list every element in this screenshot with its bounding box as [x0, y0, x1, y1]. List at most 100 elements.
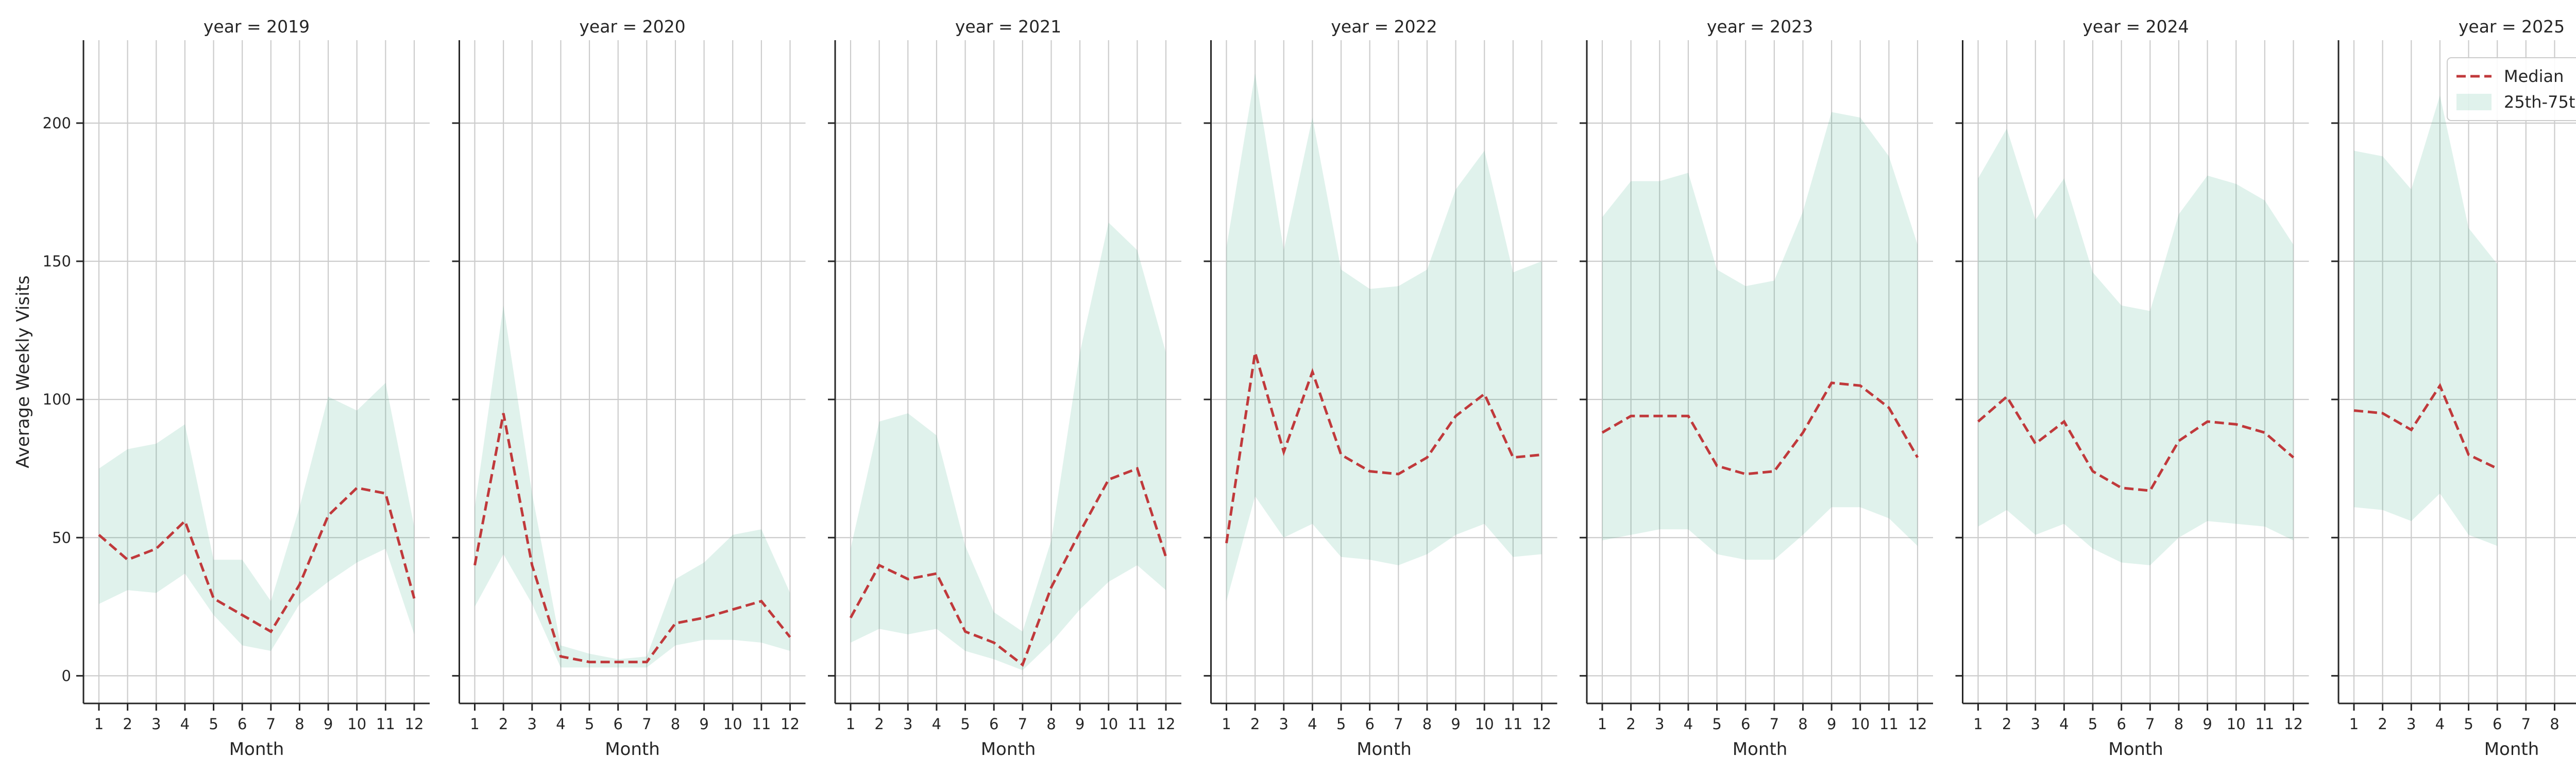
x-tick-label: 3 [1655, 715, 1664, 733]
x-tick-label: 10 [1099, 715, 1118, 733]
y-tick-label: 150 [43, 253, 71, 270]
legend: Median 25th-75th Percentile [2447, 57, 2576, 121]
legend-band-swatch [2456, 94, 2492, 110]
x-tick-label: 2 [874, 715, 884, 733]
x-tick-label: 6 [238, 715, 247, 733]
legend-band-label: 25th-75th Percentile [2504, 92, 2576, 112]
y-tick-label: 0 [62, 667, 71, 684]
x-tick-label: 4 [556, 715, 565, 733]
x-tick-label: 11 [1879, 715, 1899, 733]
x-tick-label: 7 [2145, 715, 2155, 733]
facet-title: year = 2021 [955, 16, 1061, 37]
x-tick-label: 6 [613, 715, 622, 733]
x-tick-label: 3 [2031, 715, 2040, 733]
x-tick-label: 4 [1684, 715, 1693, 733]
y-tick-label: 50 [52, 529, 71, 546]
x-tick-label: 7 [642, 715, 651, 733]
x-tick-label: 7 [2521, 715, 2531, 733]
median-line-2023 [1601, 381, 1919, 476]
percentile-band-2022 [1226, 73, 1542, 601]
x-tick-label: 4 [1308, 715, 1317, 733]
percentile-band-2020 [474, 305, 790, 668]
x-tick-label: 3 [903, 715, 912, 733]
x-tick-label: 6 [1365, 715, 1374, 733]
x-tick-label: 5 [1336, 715, 1346, 733]
x-tick-label: 10 [723, 715, 742, 733]
x-tick-label: 10 [1475, 715, 1494, 733]
percentile-band-2025 [2354, 95, 2498, 546]
x-tick-label: 12 [1157, 715, 1176, 733]
median-line-2021 [849, 466, 1167, 667]
percentile-band-2023 [1602, 112, 1918, 560]
x-tick-label: 3 [151, 715, 161, 733]
x-tick-label: 8 [1046, 715, 1056, 733]
x-tick-label: 1 [2349, 715, 2359, 733]
x-tick-label: 7 [1394, 715, 1403, 733]
x-tick-label: 2 [2378, 715, 2387, 733]
x-tick-label: 7 [1018, 715, 1027, 733]
x-tick-label: 4 [180, 715, 190, 733]
x-tick-label: 10 [2227, 715, 2246, 733]
median-line-2019 [98, 486, 416, 633]
x-tick-label: 11 [376, 715, 395, 733]
x-tick-label: 9 [2202, 715, 2212, 733]
median-line-2020 [473, 413, 791, 664]
y-tick-label: 200 [43, 114, 71, 132]
x-tick-label: 3 [528, 715, 537, 733]
x-tick-label: 12 [405, 715, 424, 733]
x-tick-label: 3 [2406, 715, 2416, 733]
y-tick-label: 100 [43, 391, 71, 408]
x-tick-label: 1 [1973, 715, 1982, 733]
x-tick-label: 6 [2116, 715, 2126, 733]
x-tick-label: 9 [699, 715, 708, 733]
x-tick-label: 10 [1851, 715, 1870, 733]
facet-title: year = 2023 [1707, 16, 1813, 37]
x-tick-label: 8 [2550, 715, 2559, 733]
x-tick-label: 7 [266, 715, 276, 733]
facet-title: year = 2022 [1331, 16, 1437, 37]
median-line-2022 [1225, 352, 1542, 544]
median-line-2025 [2353, 382, 2498, 470]
x-axis-label: Month [1733, 739, 1788, 760]
y-axis-label: Average Weekly Visits [13, 275, 33, 468]
median-line-2024 [1977, 394, 2295, 492]
x-tick-label: 1 [1598, 715, 1607, 733]
x-axis-label: Month [605, 739, 660, 760]
x-tick-label: 12 [1532, 715, 1551, 733]
x-axis-label: Month [2484, 739, 2539, 760]
x-axis-label: Month [229, 739, 284, 760]
x-tick-label: 2 [1626, 715, 1635, 733]
x-tick-label: 5 [585, 715, 594, 733]
x-tick-label: 3 [1279, 715, 1289, 733]
x-tick-label: 11 [752, 715, 771, 733]
percentile-band-2024 [1978, 128, 2294, 565]
x-tick-label: 6 [989, 715, 998, 733]
x-tick-label: 12 [781, 715, 800, 733]
x-axis-label: Month [981, 739, 1036, 760]
x-tick-label: 5 [1712, 715, 1721, 733]
x-tick-label: 4 [2059, 715, 2069, 733]
facet-title: year = 2019 [204, 16, 310, 37]
x-tick-label: 6 [2493, 715, 2502, 733]
x-tick-label: 10 [347, 715, 366, 733]
x-tick-label: 8 [671, 715, 680, 733]
x-tick-label: 1 [94, 715, 104, 733]
facet-title: year = 2020 [579, 16, 685, 37]
x-tick-label: 2 [499, 715, 508, 733]
x-tick-label: 1 [470, 715, 479, 733]
percentile-band-2021 [851, 222, 1166, 670]
x-axis-label: Month [1357, 739, 1412, 760]
x-tick-label: 6 [1741, 715, 1750, 733]
facet-title: year = 2025 [2459, 16, 2565, 37]
x-tick-label: 12 [1908, 715, 1927, 733]
x-tick-label: 9 [1827, 715, 1836, 733]
x-tick-label: 1 [1222, 715, 1231, 733]
